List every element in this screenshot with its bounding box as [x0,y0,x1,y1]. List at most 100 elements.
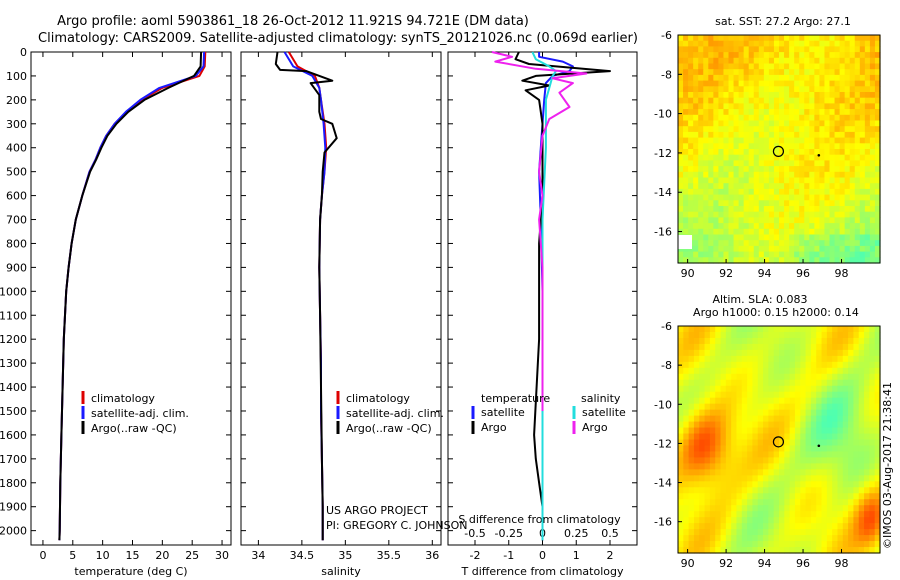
map-cell [779,35,785,42]
map-cell [688,223,694,230]
legend-climatology-label: climatology [346,392,410,405]
map-cell [816,469,823,476]
map-cell [693,160,699,167]
map-cell [869,194,876,201]
map-cell [773,114,780,122]
map-cell [874,529,881,536]
map-cell [816,349,823,357]
map-cell [678,541,684,548]
map-cell [844,57,851,65]
map-cell [869,57,876,65]
map-cell [779,126,785,133]
map-cell [848,331,855,339]
map-cell [858,541,865,548]
map-cell [816,487,823,494]
map-cell [678,403,684,411]
map-cell [849,171,856,179]
map-cell [718,228,725,236]
map-cell [789,103,795,110]
map-cell [853,523,860,530]
map-cell [842,499,849,506]
map-cell [768,349,775,357]
map-cell [844,137,851,144]
map-cell [763,547,769,554]
map-cell [713,188,719,196]
map-cell [748,46,755,53]
map-cell [784,103,790,110]
map-cell [779,367,785,375]
map-cell [837,343,844,351]
map-cell [720,463,727,470]
map-cell [799,86,805,93]
map-cell [683,114,689,122]
map-cell [789,451,796,459]
map-cell [713,154,719,161]
map-cell [799,154,805,161]
map-cell [826,493,833,500]
map-cell [768,367,775,375]
map-cell [859,211,866,218]
map-cell [864,349,870,357]
map-cell [799,245,805,253]
map-cell [683,137,689,144]
map-cell [816,517,823,524]
map-cell [837,487,844,494]
map-cell [768,373,775,381]
map-cell [805,433,812,441]
map-cell [720,475,727,482]
map-cell [708,200,714,207]
map-cell [748,160,755,167]
map-cell [763,337,769,345]
map-cell [678,421,684,429]
map-cell [720,361,727,369]
map-cell [816,331,823,339]
map-cell [834,109,841,116]
x-tick-label: 34.5 [290,549,315,562]
map-cell [768,529,775,536]
map-cell [839,160,846,167]
map-cell [768,511,775,518]
map-cell [758,86,765,93]
map-cell [693,499,700,506]
map-cell [816,493,823,500]
map-cell [819,211,826,218]
map-cell [848,535,855,542]
map-cell [768,355,775,363]
map-cell [688,103,694,110]
map-cell [816,361,823,369]
map-cell [842,415,849,423]
map-cell [733,223,740,230]
map-cell [758,234,765,241]
map-cell [738,188,745,196]
map-cell [854,109,861,116]
plot-frame [240,51,442,546]
map-cell [708,137,714,144]
map-cell [800,541,807,548]
map-cell [768,415,775,423]
map-cell [814,183,820,190]
map-cell [720,445,727,453]
map-cell [725,457,732,464]
map-cell [779,343,785,351]
map-cell [832,421,839,429]
map-cell [715,445,722,453]
map-cell [720,487,727,494]
map-cell [842,367,849,375]
map-cell [757,475,764,482]
map-cell [789,171,795,179]
map-cell [789,223,795,230]
map-cell [848,505,855,512]
map-cell [824,177,831,184]
series-line [491,51,588,411]
map-cell [763,183,770,190]
map-cell [864,188,871,196]
map-cell [688,97,694,104]
map-cell [794,397,801,405]
map-cell [837,361,844,369]
map-cell [768,451,775,459]
map-cell [768,523,775,530]
map-cell [757,385,764,393]
map-cell [763,245,770,253]
map-cell [678,137,684,144]
map-cell [826,457,833,464]
